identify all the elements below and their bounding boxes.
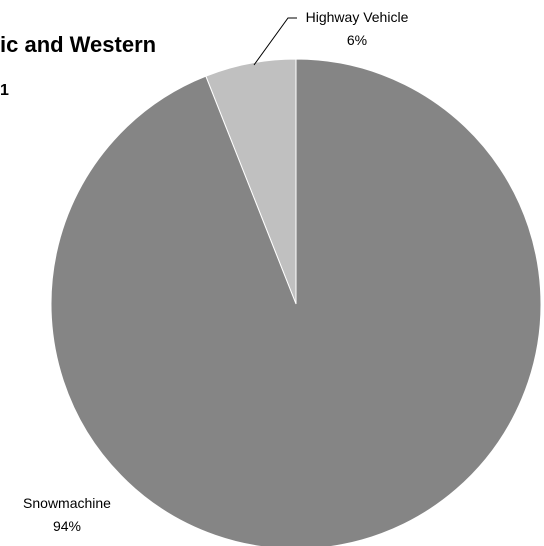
category-label-highway-vehicle: Highway Vehicle	[306, 9, 409, 25]
category-label-snowmachine: Snowmachine	[23, 495, 111, 511]
chart-subtitle: 1	[0, 82, 9, 99]
value-label-highway-vehicle: 6%	[347, 32, 367, 48]
leader-line-highway-vehicle	[253, 17, 297, 66]
pie-slices	[50, 58, 542, 546]
data-label-snowmachine: Snowmachine 94%	[23, 495, 111, 534]
pie-slice-snowmachine	[50, 58, 542, 546]
chart-title: ic and Western	[0, 32, 157, 57]
value-label-snowmachine: 94%	[53, 518, 81, 534]
data-label-highway-vehicle: Highway Vehicle 6%	[306, 9, 409, 48]
